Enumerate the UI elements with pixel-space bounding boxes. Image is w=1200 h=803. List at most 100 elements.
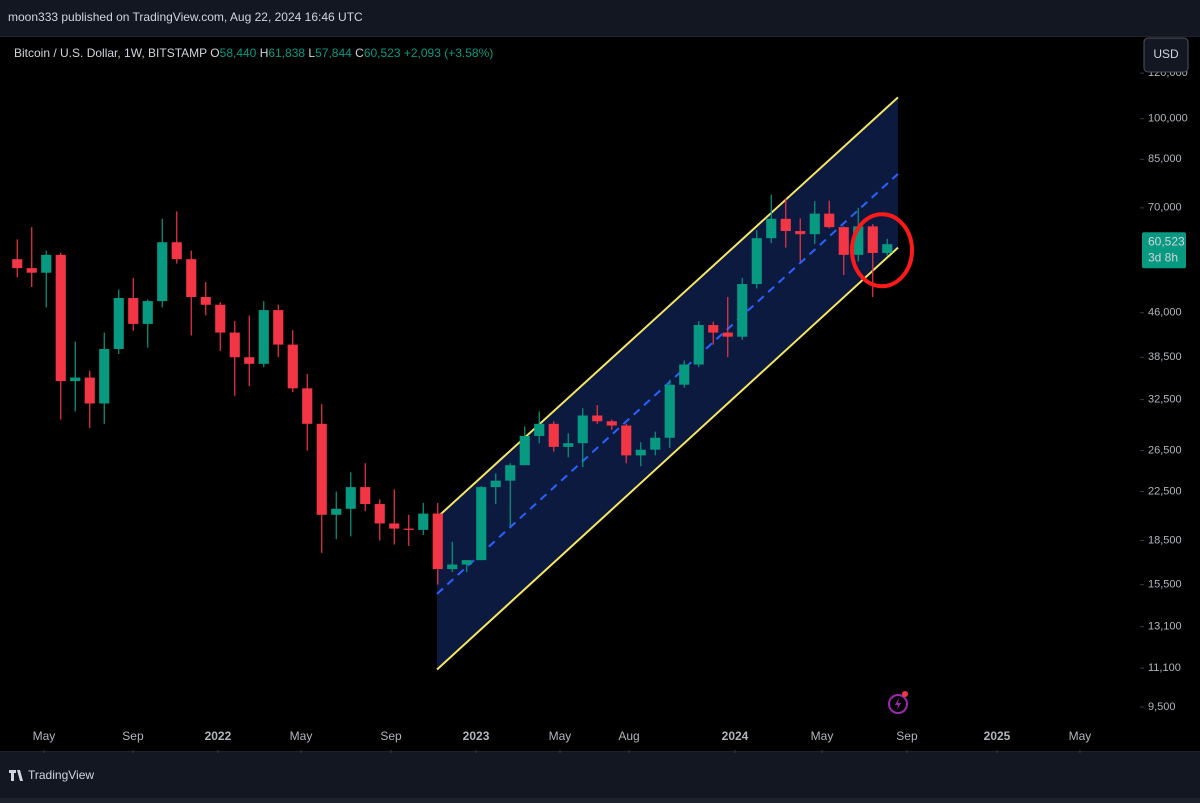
symbol-legend-text: Bitcoin / U.S. Dollar, 1W, BITSTAMP O58,… [14,46,493,60]
candle-body [432,513,443,570]
alert-icon[interactable] [888,694,908,714]
candle-body [664,384,675,438]
legend-value: 57,844 [315,46,352,60]
candle-body [26,268,37,273]
y-tick-label: 13,100 [1148,621,1182,633]
candle-body [403,528,414,530]
x-tick-label: Aug [618,729,639,743]
x-tick-label: 2024 [722,729,749,743]
legend-key: H [260,46,269,60]
candle-body [534,423,545,436]
candle-body [258,310,269,364]
candle-body [41,254,52,273]
candle-body [592,415,603,422]
y-tick-label: 18,500 [1148,534,1182,546]
candle-body [302,388,313,424]
channel-lower [436,246,899,671]
y-tick-label: 26,500 [1148,445,1182,457]
x-tick-label: May [1069,729,1092,743]
candle-body [519,435,530,466]
candle-body [650,437,661,450]
currency-button[interactable] [1143,37,1189,73]
y-tick-label: 22,500 [1148,485,1182,497]
candle-body [374,504,385,524]
candle-body [447,564,458,570]
channel-middle [436,173,899,595]
candle-body [99,348,110,404]
candle-body [563,443,574,447]
candle-body [505,465,516,481]
alert-bolt [895,698,901,710]
legend-value: 58,440 [220,46,257,60]
highlight-circle [850,212,914,289]
candle-body [200,296,211,305]
candle-body [577,415,588,444]
top-bar [0,0,1200,36]
x-tick-label: May [549,729,572,743]
price-tag-value: 60,523 [1148,234,1185,248]
y-tick-label: 46,000 [1148,307,1182,319]
candle-body [882,244,893,253]
price-tag-countdown: 3d 8h [1148,250,1178,264]
candle-body [838,227,849,255]
y-tick-label: 85,000 [1148,153,1182,165]
candle-body [476,487,487,561]
candle-body [113,298,124,349]
plot [12,96,914,671]
candle-body [186,259,197,297]
y-tick-label: 9,500 [1148,701,1176,713]
currency-label[interactable]: USD [1153,47,1179,61]
candle-body [461,560,472,565]
candle-body [809,213,820,235]
y-tick-label: 38,500 [1148,351,1182,363]
legend-change: +2,093 (+3.58%) [404,46,493,60]
price-tag [1142,232,1186,269]
candle-body [84,377,95,404]
candle-body [867,226,878,253]
candle-body [142,301,153,324]
x-tick-label: May [33,729,56,743]
candle-body [722,332,733,337]
candle-body [70,377,81,382]
tv-logo [9,770,23,781]
candle-body [12,259,23,269]
x-tick-label: Sep [896,729,918,743]
candle-body [331,508,342,515]
candle-body [418,513,429,530]
bottom-bar [0,752,1200,798]
candle-body [693,325,704,365]
symbol-legend: Bitcoin / U.S. Dollar, 1W, BITSTAMP O58,… [14,46,493,60]
candle-body [766,218,777,239]
legend-value: 61,838 [268,46,305,60]
candle-body [229,332,240,358]
alert-dot [902,691,908,697]
candle-body [128,298,139,324]
candle-body [635,449,646,456]
x-tick-label: May [811,729,834,743]
candle-body [360,487,371,505]
candle-body [345,487,356,509]
x-tick-label: May [290,729,313,743]
candle-body [273,310,284,345]
candle-body [157,242,168,302]
candle-body [490,480,501,488]
candle-body [737,284,748,337]
candle-body [316,423,327,515]
candle-body [171,242,182,260]
candle-body [780,218,791,232]
candle-body [708,325,719,333]
publisher: moon333 published on TradingView.com, Au… [8,10,363,24]
x-tick-label: 2023 [463,729,490,743]
candle-body [244,357,255,364]
brand: TradingView [28,768,94,782]
x-tick-label: 2025 [984,729,1011,743]
candle-body [55,254,66,382]
candle-body [679,364,690,385]
legend-value: 60,523 [364,46,401,60]
candle-body [548,423,559,447]
y-tick-label: 32,500 [1148,394,1182,406]
candle-body [215,304,226,333]
candle-body [795,231,806,235]
candle-body [389,523,400,529]
